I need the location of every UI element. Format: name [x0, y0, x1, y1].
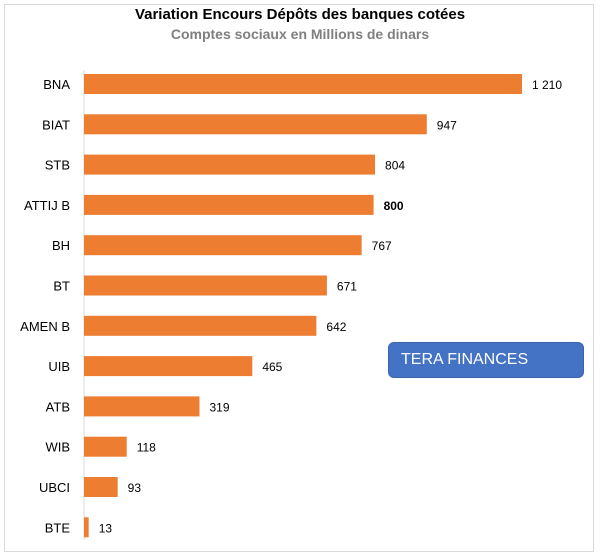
value-label: 1 210	[532, 78, 562, 92]
category-label: BIAT	[42, 117, 70, 132]
bar-amen-b	[84, 315, 317, 336]
bar-ubci	[84, 477, 118, 497]
value-label: 947	[437, 118, 457, 132]
value-label: 800	[384, 199, 404, 213]
category-label: BNA	[43, 77, 70, 92]
category-label: BTE	[45, 520, 71, 535]
category-label: AMEN B	[20, 319, 70, 334]
category-label: BT	[53, 279, 70, 294]
value-label: 642	[326, 320, 346, 334]
value-label: 118	[137, 441, 156, 455]
bar-uib	[84, 356, 253, 377]
value-label: 93	[128, 481, 142, 495]
bar-biat	[84, 114, 427, 135]
value-label: 13	[99, 521, 113, 535]
category-label: BH	[52, 238, 70, 253]
bar-bte	[84, 517, 89, 538]
value-label: 671	[337, 280, 357, 294]
chart-title: Variation Encours Dépôts des banques cot…	[134, 6, 466, 23]
bar-bt	[84, 275, 327, 296]
bar-bna	[84, 74, 522, 94]
chart-subtitle: Comptes sociaux en Millions de dinars	[170, 26, 430, 42]
tera-finances-watermark: TERA FINANCES	[388, 342, 584, 378]
value-label: 465	[262, 360, 282, 374]
bar-stb	[84, 154, 376, 175]
category-label: UBCI	[39, 480, 70, 495]
value-label: 319	[209, 400, 229, 414]
category-label: WIB	[45, 440, 70, 455]
category-label: UIB	[48, 359, 70, 374]
category-label: STB	[45, 158, 70, 173]
category-label: ATTIJ B	[24, 198, 70, 213]
value-label: 804	[385, 159, 405, 173]
bar-wib	[84, 436, 127, 457]
bar-attij-b	[84, 194, 374, 215]
value-label: 767	[372, 239, 392, 253]
category-label: ATB	[46, 399, 70, 414]
bar-atb	[84, 396, 200, 417]
bar-bh	[84, 235, 362, 256]
